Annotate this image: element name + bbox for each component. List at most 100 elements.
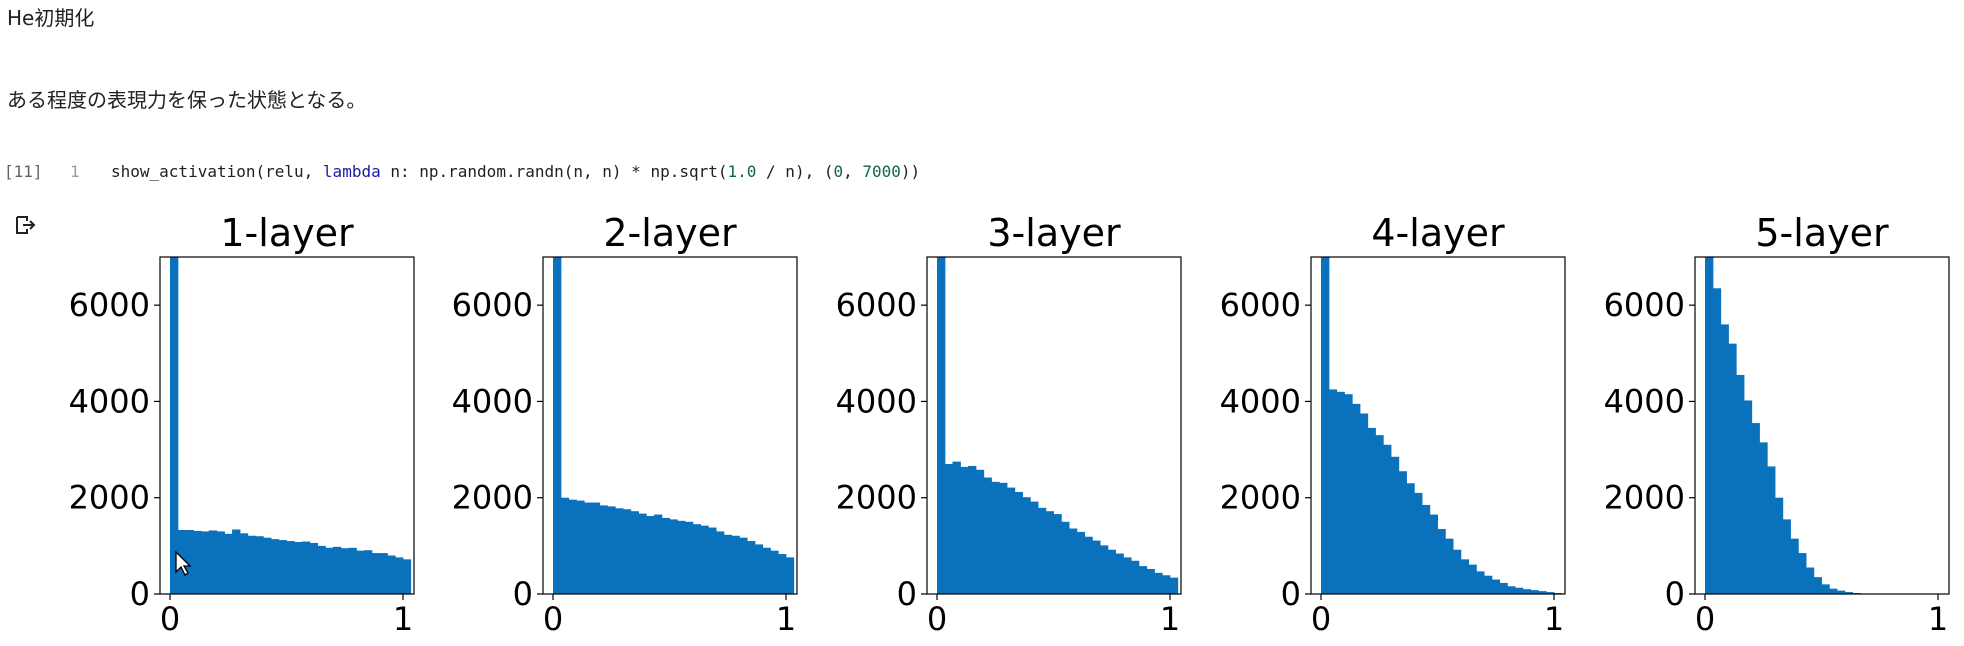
- y-tick-label: 4000: [836, 382, 917, 420]
- histogram-bar: [599, 505, 608, 594]
- x-tick-label: 0: [543, 600, 563, 638]
- histogram-panel: 2-layer 0 2000 4000 6000 0 1: [452, 211, 798, 638]
- x-tick-label: 1: [1544, 600, 1564, 638]
- histogram-figure: 1-layer 0 2000 4000 6000 0 1 2-layer 0 2000 4000 60…: [69, 211, 1950, 638]
- histogram-bar: [1437, 529, 1446, 594]
- histogram-bar: [1759, 442, 1768, 594]
- histogram-bar: [247, 535, 256, 594]
- histogram-bar: [1429, 514, 1438, 594]
- plot-frame: [926, 256, 1182, 595]
- y-tick-label: 6000: [1220, 286, 1301, 324]
- histogram-bar: [684, 521, 694, 594]
- histogram-bar: [239, 533, 249, 594]
- histogram-bar: [576, 500, 585, 594]
- histogram-bar: [1130, 560, 1140, 594]
- histogram-panel: 1-layer 0 2000 4000 6000 0 1: [69, 211, 415, 638]
- histogram-bar: [232, 529, 241, 594]
- histogram-bar: [356, 550, 365, 594]
- histogram-bar: [317, 545, 326, 594]
- y-tick-label: 0: [1281, 575, 1301, 613]
- histogram-bar: [937, 257, 946, 594]
- histogram-bar: [185, 529, 194, 594]
- histogram-bar: [1414, 492, 1423, 594]
- y-tick-label: 0: [897, 575, 917, 613]
- histogram-bar: [952, 461, 961, 594]
- histogram-bar: [568, 499, 577, 594]
- histogram-bar: [1736, 374, 1745, 594]
- histogram-bar: [1383, 444, 1392, 594]
- code-line[interactable]: show_activation(relu, lambda n: np.rando…: [111, 162, 920, 181]
- histogram-bar: [270, 539, 280, 594]
- histogram-bar: [731, 535, 740, 594]
- histogram-bar: [1045, 511, 1054, 594]
- y-tick-label: 2000: [1220, 479, 1301, 517]
- y-tick-label: 6000: [69, 286, 150, 324]
- histogram-bar: [615, 508, 624, 594]
- histogram-bar: [1774, 497, 1784, 594]
- y-tick-label: 4000: [1220, 382, 1301, 420]
- histogram-bar: [1336, 391, 1345, 594]
- y-tick-label: 0: [130, 575, 150, 613]
- histogram-bar: [1813, 577, 1822, 594]
- y-tick-label: 4000: [69, 382, 150, 420]
- histogram-bar: [646, 516, 655, 594]
- histogram-bar: [1321, 257, 1330, 594]
- histogram-bar: [1720, 324, 1729, 594]
- output-arrow-icon[interactable]: [14, 214, 36, 236]
- histogram-bar: [1154, 572, 1163, 594]
- code-token: / n), (: [756, 162, 834, 181]
- histogram-bar: [1352, 403, 1361, 594]
- histogram-bar: [1099, 545, 1109, 594]
- x-tick-label: 1: [1928, 600, 1948, 638]
- y-tick-label: 0: [1665, 575, 1685, 613]
- code-token: ,: [843, 162, 863, 181]
- code-cell[interactable]: [11] 1 show_activation(relu, lambda n: n…: [0, 158, 1964, 188]
- code-token: n: np.random.randn(n, n) * np.sqrt(: [380, 162, 728, 181]
- histogram-bar: [1076, 531, 1086, 594]
- histogram-bar: [754, 544, 764, 594]
- histogram-bar: [692, 524, 702, 594]
- histogram-bar: [286, 541, 295, 594]
- histogram-bar: [622, 509, 632, 594]
- histogram-bar: [1406, 483, 1415, 594]
- histogram-bar: [968, 465, 977, 594]
- x-tick-label: 1: [1160, 600, 1180, 638]
- code-number: 0: [833, 162, 844, 181]
- y-tick-label: 6000: [452, 286, 533, 324]
- markdown-description: ある程度の表現力を保った状態となる。: [7, 88, 367, 112]
- histogram-bar: [960, 466, 969, 594]
- histogram-panel: 3-layer 0 2000 4000 6000 0 1: [836, 211, 1182, 638]
- histogram-bar: [723, 534, 733, 594]
- histogram-bar: [677, 520, 686, 594]
- histogram-bar: [607, 506, 616, 594]
- histogram-bar: [294, 542, 303, 594]
- histogram-bar: [584, 502, 593, 594]
- mouse-cursor-icon: [175, 550, 192, 576]
- histogram-bar: [1782, 519, 1791, 594]
- chart-title: 2-layer: [603, 211, 737, 255]
- histogram-bar: [193, 530, 202, 594]
- y-tick-label: 2000: [452, 479, 533, 517]
- histogram-bar: [1805, 567, 1815, 594]
- histogram-bar: [1359, 413, 1369, 594]
- histogram-bar: [1790, 538, 1799, 594]
- histogram-bar: [638, 513, 647, 594]
- histogram-bar: [1084, 536, 1093, 594]
- histogram-bar: [1107, 549, 1117, 594]
- histogram-bar: [1452, 549, 1462, 594]
- histogram-bar: [1705, 257, 1714, 594]
- histogram-bar: [1146, 568, 1155, 594]
- histogram-bar: [1522, 589, 1532, 594]
- histogram-bar: [1037, 507, 1047, 594]
- histogram-bar: [1006, 487, 1016, 594]
- y-tick-label: 2000: [1604, 479, 1685, 517]
- histogram-bar: [1138, 566, 1148, 594]
- histogram-bar: [1445, 538, 1454, 594]
- x-tick-label: 0: [160, 600, 180, 638]
- histogram-bar: [999, 482, 1008, 594]
- plot-frame: [1310, 256, 1566, 595]
- histogram-bar: [553, 257, 562, 594]
- line-number: 1: [70, 162, 80, 181]
- histogram-bar: [309, 542, 319, 594]
- histogram-bar: [371, 553, 381, 594]
